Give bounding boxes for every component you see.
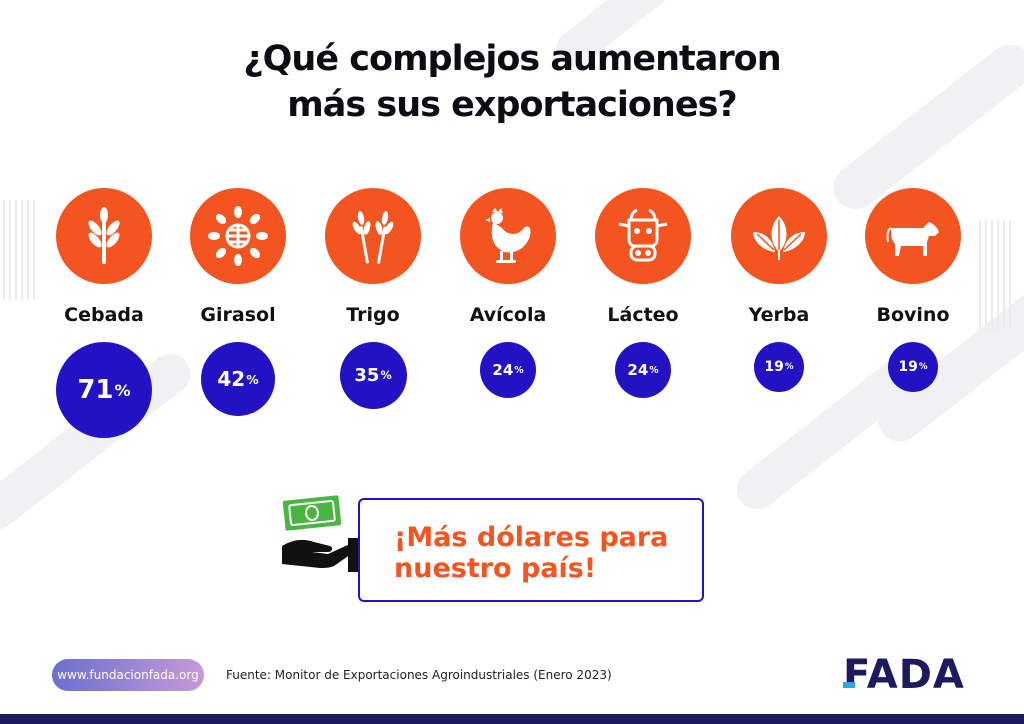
value-bubble-avícola: 24% (480, 342, 536, 398)
category-label: Cebada (64, 304, 144, 326)
percent-sign: % (649, 364, 659, 376)
percent-sign: % (114, 380, 131, 400)
yerba-leaves-icon (753, 216, 805, 260)
category-label: Lácteo (607, 304, 679, 326)
bottom-bar (0, 714, 1024, 724)
barley-icon (88, 207, 120, 264)
wheat-icon (352, 211, 394, 264)
value-bubble-trigo: 35% (339, 342, 407, 409)
percent-sign: % (246, 371, 259, 387)
category-label: Girasol (200, 304, 276, 326)
title-line-1: ¿Qué complejos aumentaron (243, 39, 781, 79)
chicken-icon (485, 208, 531, 263)
value-label: 19 (764, 359, 784, 375)
icon-circle (865, 188, 961, 284)
value-bubble-cebada: 71% (56, 342, 152, 438)
icon-circle (460, 188, 556, 284)
value-label: 71 (77, 375, 114, 405)
title-line-2: más sus exportaciones? (287, 85, 737, 125)
percent-sign: % (918, 362, 928, 372)
banner-box: ¡Más dólares para nuestro país! (358, 498, 704, 602)
cattle-icon (886, 222, 939, 256)
icon-circle (325, 188, 421, 284)
banner-line-2: nuestro país! (394, 553, 597, 584)
source-note: Fuente: Monitor de Exportaciones Agroind… (226, 668, 612, 682)
banner-line-1: ¡Más dólares para (394, 522, 669, 553)
cow-head-icon (618, 208, 668, 262)
value-label: 19 (898, 359, 918, 375)
category-label: Trigo (346, 304, 400, 326)
percent-sign: % (380, 369, 392, 382)
banner-text: ¡Más dólares para nuestro país! (394, 522, 694, 584)
category-label: Bovino (876, 304, 950, 326)
icon-circle (190, 188, 286, 284)
value-bubble-girasol: 42% (201, 342, 275, 416)
chart-title: ¿Qué complejos aumentaron más sus export… (0, 36, 1024, 128)
fada-logo: FADA (843, 652, 965, 696)
money-hand-icon (282, 495, 364, 572)
icon-circle (595, 188, 691, 284)
percent-sign: % (514, 364, 524, 376)
category-label: Avícola (469, 304, 547, 326)
value-label: 35 (354, 365, 380, 386)
value-bubble-lácteo: 24% (615, 342, 671, 398)
value-label: 42 (217, 367, 246, 391)
value-label: 24 (492, 361, 514, 379)
percent-sign: % (784, 362, 794, 372)
icon-circle (731, 188, 827, 284)
logo-accent (843, 682, 855, 688)
logo-text: FADA (843, 652, 965, 696)
sunflower-icon (208, 206, 268, 266)
value-bubble-yerba: 19% (754, 342, 804, 392)
website-link[interactable]: www.fundacionfada.org (52, 659, 204, 691)
value-bubble-bovino: 19% (888, 342, 938, 392)
value-label: 24 (627, 361, 649, 379)
category-label: Yerba (748, 304, 810, 326)
icon-circle (56, 188, 152, 284)
